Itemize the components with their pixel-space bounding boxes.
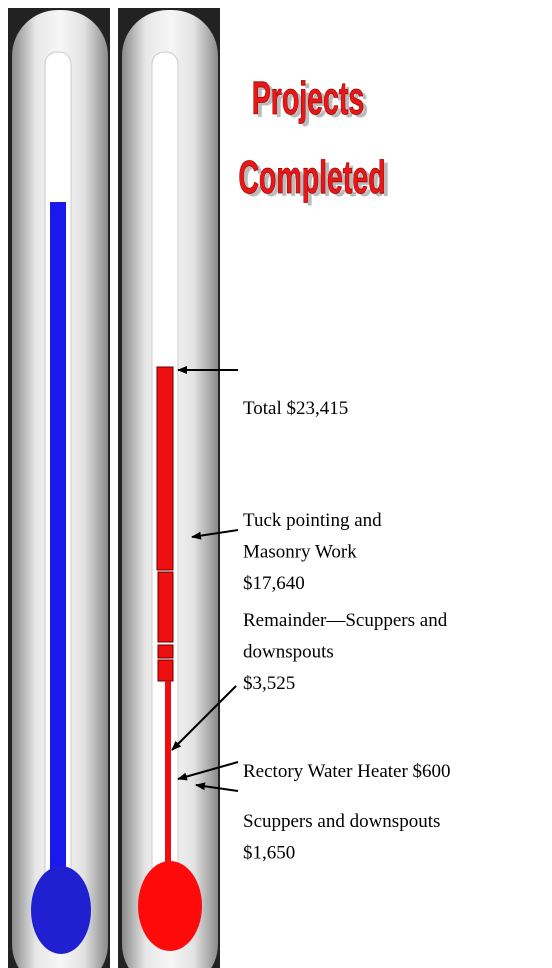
annotations: Total $23,415 Tuck pointing and Masonry Wo… [243,398,451,864]
annotation-line: $1,650 [243,843,295,864]
annotation-line: Scuppers and downspouts [243,811,440,832]
title-line: Projects [252,73,365,125]
annotation-line: Rectory Water Heater $600 [243,761,451,782]
annotation-line: $3,525 [243,673,295,694]
red-thermometer [118,8,220,968]
title: Projects Projects Completed Completed [238,73,389,207]
blue-thermometer [8,8,110,968]
annotation-line: Total $23,415 [243,398,348,419]
annotation-line: $17,640 [243,573,305,594]
annotation-line: downspouts [243,642,334,663]
annotation-line: Masonry Work [243,542,357,563]
title-line: Completed [238,152,385,204]
page: Projects Projects Completed Completed To… [0,0,552,968]
annotation-line: Remainder—Scuppers and [243,610,448,631]
annotation-line: Tuck pointing and [243,510,382,531]
